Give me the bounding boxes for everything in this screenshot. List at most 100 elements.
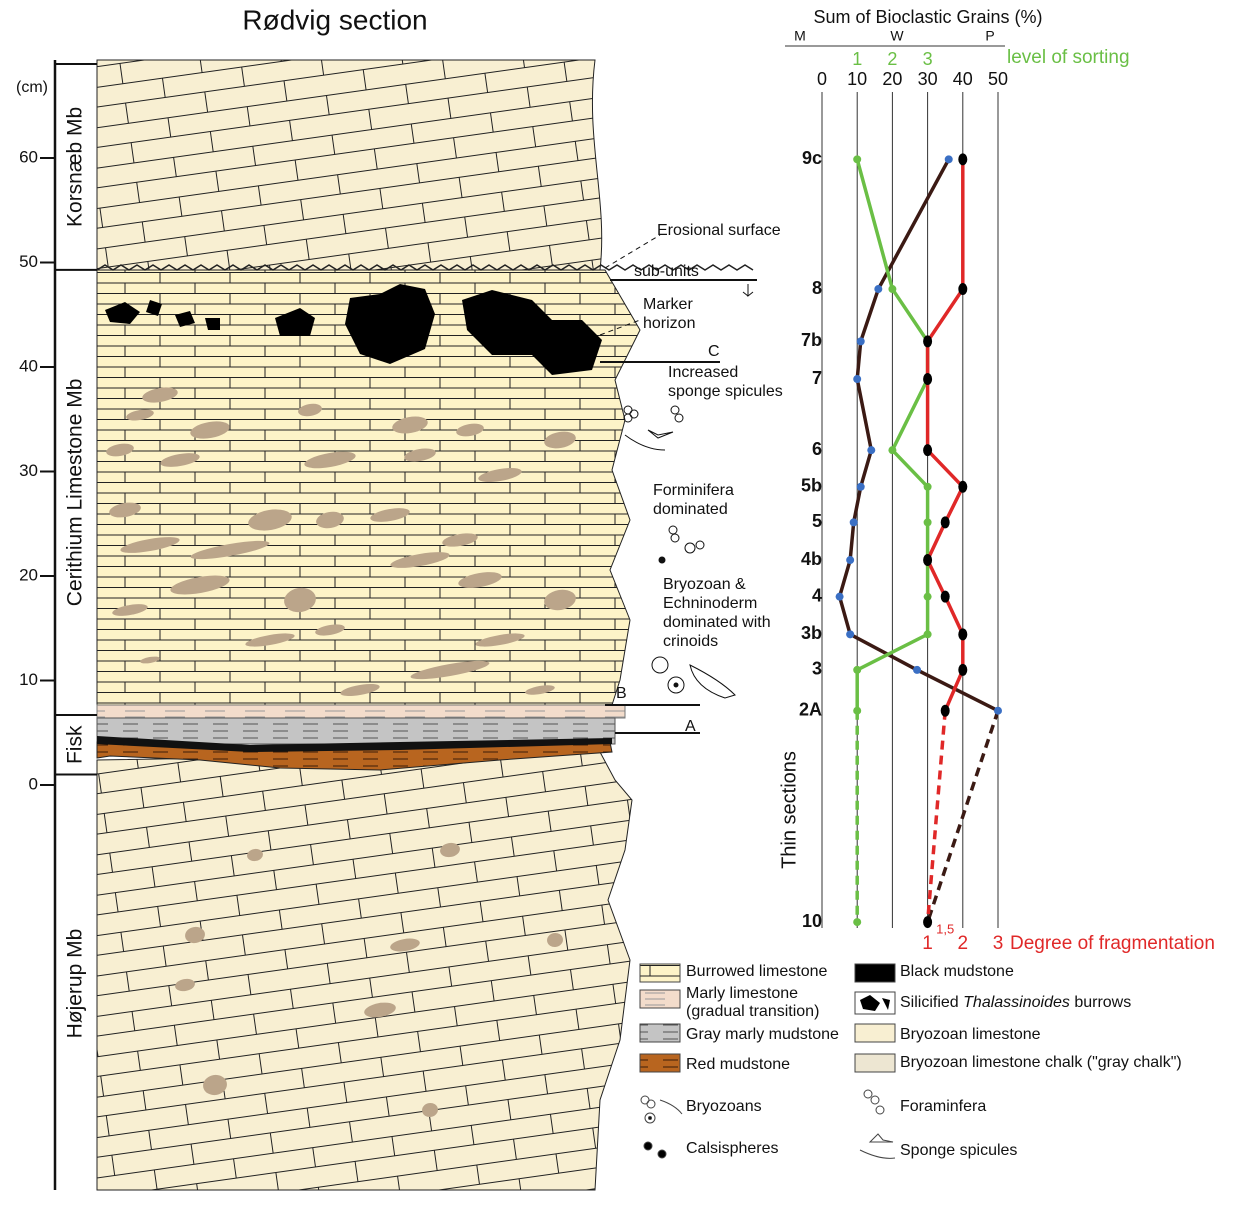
series-point (853, 375, 861, 383)
depth-tick-label: 0 (29, 774, 38, 793)
depth-tick-label: 30 (19, 461, 38, 480)
legend-label: Marly limestone (686, 985, 798, 1002)
legend-label-part: Bryozoan limestone chalk ("gray chalk") (900, 1054, 1182, 1071)
series-point (846, 556, 854, 564)
depth-tick-label: 20 (19, 565, 38, 584)
sample-label: 4 (812, 585, 822, 605)
sample-label: 5 (812, 511, 822, 531)
x-tick-label: 20 (882, 69, 902, 89)
annotation: horizon (643, 315, 695, 332)
series-point (924, 593, 932, 601)
series-point (923, 335, 932, 347)
series-point (857, 337, 865, 345)
texture-label: M (794, 28, 806, 44)
texture-label: W (890, 28, 904, 44)
subunit-arrow (743, 284, 753, 296)
legend-label: Silicified Thalassinoides burrows (900, 994, 1131, 1011)
series-point (994, 707, 1002, 715)
series-point (923, 916, 932, 928)
legend-label: Black mudstone (900, 963, 1014, 980)
series-point (867, 446, 875, 454)
legend-label-part: Foraminfera (900, 1098, 986, 1115)
annotation: B (616, 685, 627, 702)
texture-label: P (985, 28, 994, 44)
series-point (836, 593, 844, 601)
legend-label-part: Burrowed limestone (686, 963, 828, 980)
title: Rødvig section (242, 4, 427, 35)
depth-tick-label: 50 (19, 252, 38, 271)
annotation: Erosional surface (657, 222, 781, 239)
legend-label: Gray marly mudstone (686, 1026, 839, 1043)
member-label: Cerithium Limestone Mb (64, 379, 87, 607)
x-tick-label: 10 (847, 69, 867, 89)
sample-label: 8 (812, 278, 822, 298)
sample-label: 5b (801, 476, 822, 496)
fragmentation-tick-label: 2 (958, 933, 969, 954)
legend-label-part: Bryozoans (686, 1098, 762, 1115)
legend-label: Bryozoan limestone chalk ("gray chalk") (900, 1054, 1182, 1071)
fragmentation-tick-label: 1 (922, 933, 933, 954)
legend-label-part: Black mudstone (900, 963, 1014, 980)
annotation: Forminifera (653, 482, 734, 499)
fragmentation-tick-label: 1,5 (936, 921, 954, 936)
series-line (928, 159, 963, 710)
y-axis-label: Thin sections (778, 751, 800, 869)
sorting-tick-label: 1 (852, 49, 862, 69)
series-point (857, 483, 865, 491)
annotation: A (685, 718, 696, 735)
sample-label: 10 (802, 911, 822, 931)
series-point (888, 446, 896, 454)
annotation: C (708, 343, 720, 360)
x-tick-label: 30 (918, 69, 938, 89)
legend-label: Bryozoan limestone (900, 1026, 1041, 1043)
legend-label-part: burrows (1070, 994, 1131, 1011)
depth-tick-label: 10 (19, 670, 38, 689)
sample-label: 9c (802, 148, 822, 168)
series-point (874, 285, 882, 293)
sample-label: 6 (812, 439, 822, 459)
legend-label: Calsispheres (686, 1140, 778, 1157)
series-point (958, 664, 967, 676)
series-point (941, 705, 950, 717)
series-point (923, 554, 932, 566)
legend-label-part: Bryozoan limestone (900, 1026, 1041, 1043)
series-point (924, 630, 932, 638)
legend-label-part: Sponge spicules (900, 1142, 1017, 1159)
sorting-axis-label: level of sorting (1007, 47, 1130, 68)
legend-label-part: Silicified (900, 994, 963, 1011)
sorting-tick-label: 2 (887, 49, 897, 69)
sample-label: 3 (812, 659, 822, 679)
legend-label: Burrowed limestone (686, 963, 828, 980)
series-point (923, 444, 932, 456)
sorting-tick-label: 3 (923, 49, 933, 69)
depth-tick-label: 60 (19, 147, 38, 166)
series-point (924, 518, 932, 526)
member-label: Korsnæb Mb (64, 107, 87, 227)
series-point (924, 483, 932, 491)
sample-label: 7 (812, 368, 822, 388)
legend-label-part: Red mudstone (686, 1056, 790, 1073)
annotation: dominated (653, 501, 728, 518)
legend-label-part: Thalassinoides (963, 994, 1070, 1011)
fragmentation-tick-label: 3 (993, 933, 1004, 954)
series-point (958, 283, 967, 295)
depth-tick-label: 40 (19, 356, 38, 375)
annotation: sub-units (634, 263, 699, 280)
annotation: sponge spicules (668, 383, 783, 400)
series-point (853, 918, 861, 926)
series-point (888, 285, 896, 293)
legend-label-part: Calsispheres (686, 1140, 778, 1157)
member-label: Fisk (64, 725, 87, 764)
sample-label: 4b (801, 549, 822, 569)
annotation: crinoids (663, 633, 718, 650)
legend-label-part: Gray marly mudstone (686, 1026, 839, 1043)
chart-title: Sum of Bioclastic Grains (%) (813, 7, 1042, 27)
annotation: Bryozoan & (663, 576, 746, 593)
sample-label: 2A (799, 699, 822, 719)
series-point (853, 707, 861, 715)
series-point (850, 518, 858, 526)
korsnaeb-unit (97, 60, 602, 270)
series-point (958, 481, 967, 493)
series-point (913, 666, 921, 674)
legend-label: Foraminfera (900, 1098, 986, 1115)
